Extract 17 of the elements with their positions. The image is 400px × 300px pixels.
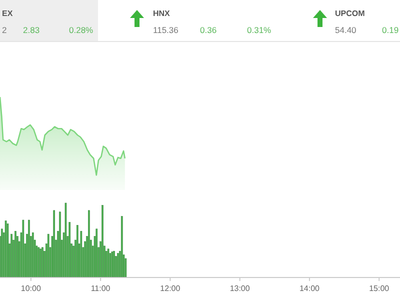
- x-tick-label: 11:00: [90, 284, 111, 293]
- text: EX: [2, 9, 14, 18]
- text: 54.40: [335, 25, 357, 35]
- text: 0.28%: [69, 25, 94, 35]
- x-tick-label: 10:00: [20, 284, 42, 293]
- text: 115.36: [153, 25, 179, 35]
- text: 0.19: [382, 25, 399, 35]
- x-tick-label: 13:00: [230, 284, 250, 293]
- text: 2.83: [23, 25, 40, 35]
- text: 0.36: [200, 25, 217, 35]
- x-tick-label: 15:00: [369, 284, 390, 293]
- text: HNX: [153, 9, 171, 18]
- x-tick-label: 14:00: [299, 284, 320, 293]
- text: UPCOM: [335, 9, 366, 18]
- text: 2: [2, 25, 7, 35]
- text: 0.31%: [247, 25, 272, 35]
- x-tick-label: 12:00: [160, 284, 181, 293]
